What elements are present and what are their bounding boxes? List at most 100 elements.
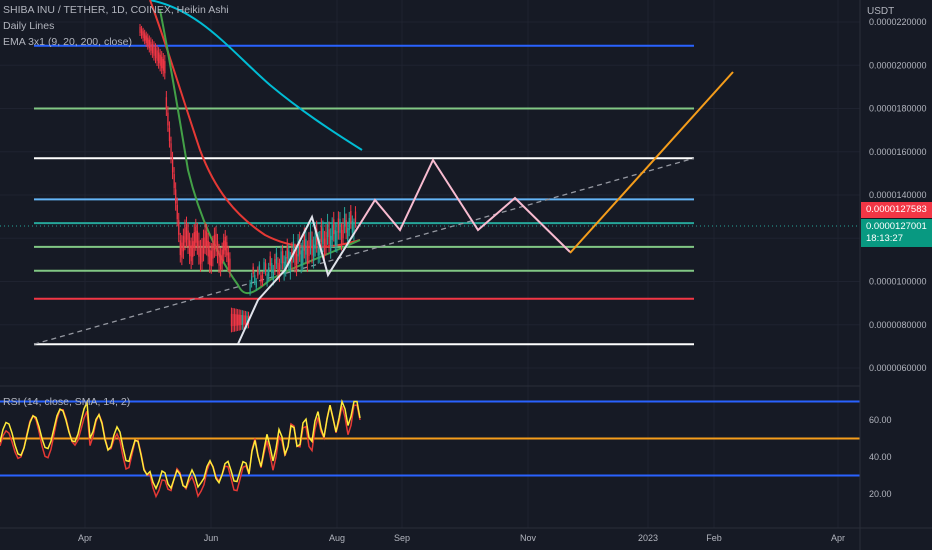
candle-body xyxy=(320,226,323,243)
candle-body xyxy=(151,43,154,54)
candle-body xyxy=(322,228,324,245)
price-tick-label: 0.0000140000 xyxy=(869,190,927,200)
candle-body xyxy=(142,31,144,39)
candle-body xyxy=(277,262,279,275)
candle-body xyxy=(150,41,152,51)
rsi-tick-label: 20.00 xyxy=(869,489,892,499)
candle-body xyxy=(230,313,233,327)
candle-body xyxy=(336,231,338,246)
candle-body xyxy=(331,224,333,240)
candle-body xyxy=(328,229,330,245)
candle-body xyxy=(255,281,257,288)
candle-body xyxy=(258,264,261,272)
candle-body xyxy=(347,228,349,241)
candle-body xyxy=(140,29,143,36)
candle-body xyxy=(145,35,147,44)
candle-body xyxy=(299,239,301,255)
candle-body xyxy=(300,250,302,266)
candle-body xyxy=(204,230,206,247)
candle-body xyxy=(240,314,242,326)
candle-body xyxy=(202,237,205,254)
trendline-dashed[interactable] xyxy=(33,157,695,345)
candle-body xyxy=(195,226,197,243)
price-pane[interactable] xyxy=(0,0,860,346)
candle-body xyxy=(306,248,309,265)
candle-body xyxy=(201,246,203,263)
ema-9-line xyxy=(159,9,361,295)
candle-body xyxy=(274,259,276,270)
candle-body xyxy=(144,33,146,41)
candle-body xyxy=(154,48,157,59)
candle-body xyxy=(305,238,307,255)
legend-ema[interactable]: EMA 3x1 (9, 20, 200, close) xyxy=(3,36,132,48)
candle-body xyxy=(158,52,160,64)
candle-body xyxy=(237,314,239,326)
candle-body xyxy=(275,252,278,264)
rsi-pane[interactable] xyxy=(0,398,860,499)
candle-body xyxy=(323,238,326,255)
candle-body xyxy=(330,235,332,252)
currency-label: USDT xyxy=(867,6,895,17)
price-tag-red: 0.0000127583 xyxy=(861,202,932,218)
time-axis[interactable]: Apr Jun Aug Sep Nov 2023 Feb Apr xyxy=(78,533,845,543)
candle-body xyxy=(167,112,169,126)
candle-body xyxy=(198,240,200,257)
candle-body xyxy=(317,239,319,256)
legend-daily-lines[interactable]: Daily Lines xyxy=(3,20,55,32)
candle-body xyxy=(159,54,161,66)
candle-body xyxy=(223,240,225,255)
candle-body xyxy=(192,241,194,258)
candle-body xyxy=(354,211,357,223)
price-tick-label: 0.0000060000 xyxy=(869,363,927,373)
candle-body xyxy=(280,251,282,264)
rsi-axis[interactable]: 60.00 40.00 20.00 xyxy=(869,415,892,499)
candle-body xyxy=(278,264,281,277)
legend-symbol[interactable]: SHIBA INU / TETHER, 1D, COINEX, Heikin A… xyxy=(3,4,229,16)
legend-rsi[interactable]: RSI (14, close, SMA, 14, 2) xyxy=(3,396,131,408)
time-tick-label: Nov xyxy=(520,533,537,543)
candle-body xyxy=(294,250,296,266)
candle-body xyxy=(220,254,222,270)
zigzag-projection[interactable] xyxy=(354,157,571,253)
price-tick-label: 0.0000200000 xyxy=(869,60,927,70)
candle-body xyxy=(252,266,254,274)
price-tick-label: 0.0000220000 xyxy=(869,17,927,27)
candle-body xyxy=(161,56,163,69)
candle-body xyxy=(288,250,290,265)
candle-body xyxy=(165,97,168,110)
candle-body xyxy=(302,247,304,264)
candle-body xyxy=(185,224,188,240)
candles xyxy=(139,24,357,333)
candle-body xyxy=(297,241,299,257)
candle-body xyxy=(345,219,347,233)
candle-body xyxy=(178,220,180,235)
candle-body xyxy=(326,221,329,238)
candle-body xyxy=(179,240,181,256)
time-tick-label: Sep xyxy=(394,533,410,543)
candle-body xyxy=(333,219,335,235)
candle-body xyxy=(348,218,350,231)
rsi-tick-label: 40.00 xyxy=(869,452,892,462)
candle-body xyxy=(351,221,354,233)
candle-body xyxy=(286,245,288,259)
time-tick-label: Feb xyxy=(706,533,722,543)
candle-body xyxy=(339,218,341,233)
candle-body xyxy=(210,250,212,267)
price-tick-label: 0.0000100000 xyxy=(869,277,927,287)
price-tag-green: 0.0000127001 18:13:27 xyxy=(861,219,932,247)
candle-body xyxy=(309,230,312,247)
candle-body xyxy=(187,230,189,247)
candle-body xyxy=(171,158,174,173)
candle-body xyxy=(340,229,343,244)
candle-body xyxy=(244,315,247,325)
time-tick-label: Apr xyxy=(78,533,92,543)
candle-body xyxy=(292,241,295,256)
candle-body xyxy=(285,257,287,271)
candle-body xyxy=(233,314,236,326)
candle-body xyxy=(181,242,183,258)
time-tick-label: Jun xyxy=(204,533,219,543)
orange-projection[interactable] xyxy=(569,71,734,254)
candle-body xyxy=(221,249,223,264)
zigzag-past[interactable] xyxy=(237,214,356,345)
